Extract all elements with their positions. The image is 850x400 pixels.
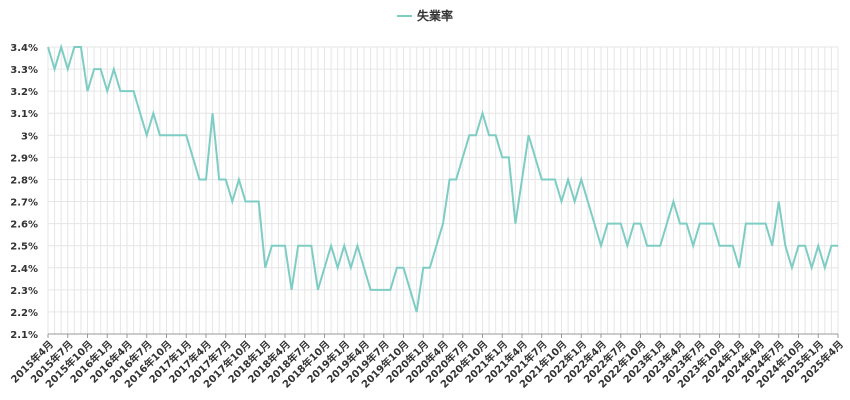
y-tick-label: 3.1%	[10, 109, 38, 120]
y-tick-label: 2.2%	[10, 308, 38, 319]
y-tick-label: 2.1%	[10, 330, 38, 341]
y-tick-label: 3.2%	[10, 87, 38, 98]
y-tick-label: 2.6%	[10, 220, 38, 231]
y-tick-label: 2.3%	[10, 286, 38, 297]
y-tick-label: 3.3%	[10, 65, 38, 76]
y-tick-label: 2.7%	[10, 198, 38, 209]
y-tick-label: 3.4%	[10, 43, 38, 54]
y-tick-label: 2.9%	[10, 153, 38, 164]
series-line	[47, 43, 838, 313]
y-tick-label: 2.5%	[10, 242, 38, 253]
y-tick-label: 3%	[21, 131, 38, 142]
legend-label: 失業率	[417, 8, 453, 23]
y-tick-label: 2.4%	[10, 264, 38, 275]
y-tick-label: 2.8%	[10, 175, 38, 186]
